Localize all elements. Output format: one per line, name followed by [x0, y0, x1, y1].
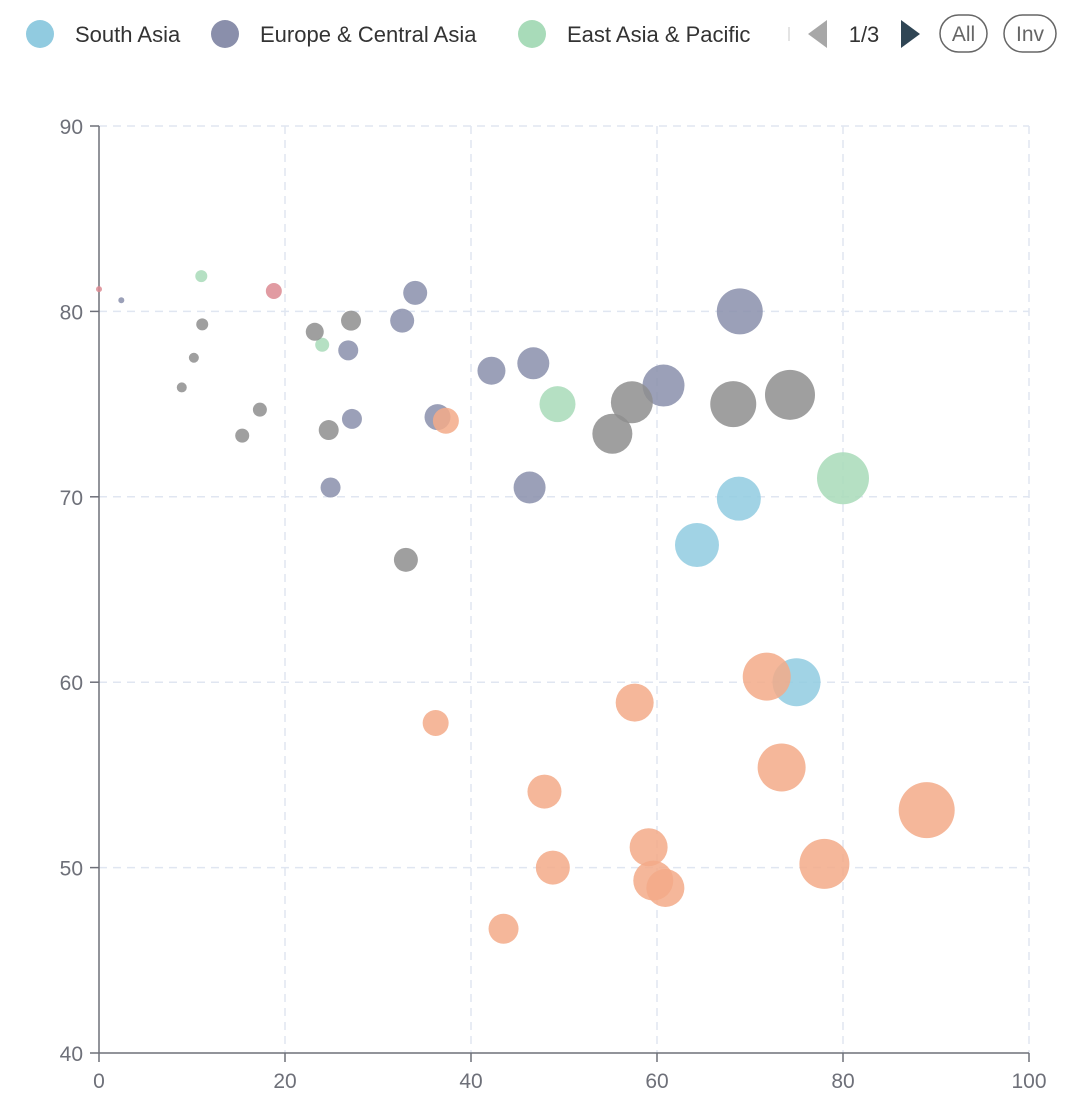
data-bubble[interactable] [403, 280, 428, 305]
data-bubble[interactable] [799, 838, 850, 889]
invert-selection-button-outline [1003, 14, 1057, 53]
series-group [96, 283, 282, 300]
legend-marker [211, 20, 239, 48]
data-bubble[interactable] [305, 322, 324, 341]
x-tick-label: 100 [1011, 1070, 1046, 1093]
legend-item-south-asia[interactable]: South Asia [26, 20, 181, 48]
series-group [118, 280, 763, 504]
y-tick-label: 60 [60, 672, 83, 695]
legend-marker [26, 20, 54, 48]
data-bubble[interactable] [615, 683, 654, 722]
data-bubble[interactable] [629, 828, 668, 867]
data-bubble[interactable] [710, 381, 757, 428]
data-bubble[interactable] [341, 310, 362, 331]
data-bubble[interactable] [527, 774, 562, 809]
data-bubble[interactable] [517, 347, 550, 380]
bubble-layer [96, 270, 955, 944]
y-tick-label: 70 [60, 487, 83, 510]
data-bubble[interactable] [716, 476, 761, 521]
data-bubble[interactable] [432, 407, 459, 434]
invert-selection-button[interactable]: Inv [1003, 14, 1057, 53]
data-bubble[interactable] [674, 523, 719, 568]
legend-item-europe-central-asia[interactable]: Europe & Central Asia [211, 20, 477, 48]
select-all-button-outline [939, 14, 988, 53]
chart-grid [99, 125, 1030, 1053]
data-bubble[interactable] [757, 743, 806, 792]
data-bubble[interactable] [764, 369, 815, 420]
data-bubble[interactable] [592, 413, 633, 454]
data-bubble[interactable] [235, 428, 250, 443]
legend-label: South Asia [75, 22, 181, 47]
data-bubble[interactable] [716, 288, 763, 335]
data-bubble[interactable] [265, 283, 282, 300]
y-tick-label: 40 [60, 1043, 83, 1066]
legend: South Asia Europe & Central Asia East As… [26, 14, 1057, 53]
series-group [176, 310, 815, 572]
y-tick-label: 50 [60, 858, 83, 881]
data-bubble[interactable] [320, 477, 341, 498]
next-page-icon[interactable] [901, 20, 920, 48]
legend-label: Europe & Central Asia [260, 22, 477, 47]
data-bubble[interactable] [338, 340, 359, 361]
select-all-button-label: All [952, 23, 975, 46]
data-bubble[interactable] [513, 471, 546, 504]
data-bubble[interactable] [610, 381, 653, 424]
series-group [422, 407, 955, 944]
chart-axes: 0 20 40 60 80 100 40 50 60 70 80 90 [60, 116, 1047, 1093]
legend-page-indicator: 1/3 [849, 22, 880, 47]
series-group [195, 270, 869, 505]
data-bubble[interactable] [898, 782, 955, 839]
data-bubble[interactable] [188, 352, 199, 363]
x-tick-label: 80 [831, 1070, 854, 1093]
data-bubble[interactable] [488, 913, 519, 944]
data-bubble[interactable] [96, 286, 102, 293]
data-bubble[interactable] [393, 547, 418, 572]
data-bubble[interactable] [646, 868, 685, 907]
data-bubble[interactable] [252, 402, 267, 417]
data-bubble[interactable] [318, 420, 339, 441]
x-tick-label: 20 [273, 1070, 296, 1093]
data-bubble[interactable] [390, 308, 415, 333]
data-bubble[interactable] [535, 850, 570, 885]
data-bubble[interactable] [341, 408, 362, 429]
data-bubble[interactable] [195, 270, 208, 283]
data-bubble[interactable] [315, 337, 330, 352]
x-tick-label: 40 [459, 1070, 482, 1093]
x-tick-label: 60 [645, 1070, 668, 1093]
x-tick-label: 0 [93, 1070, 105, 1093]
legend-item-east-asia-pacific[interactable]: East Asia & Pacific [518, 20, 750, 48]
legend-label: East Asia & Pacific [567, 22, 750, 47]
data-bubble[interactable] [817, 452, 869, 505]
invert-selection-button-label: Inv [1016, 23, 1045, 46]
data-bubble[interactable] [196, 318, 209, 331]
data-bubble[interactable] [477, 356, 506, 385]
data-bubble[interactable] [539, 386, 576, 423]
data-bubble[interactable] [176, 382, 187, 393]
y-tick-label: 80 [60, 301, 83, 324]
data-bubble[interactable] [742, 652, 791, 701]
y-tick-label: 90 [60, 116, 83, 139]
prev-page-icon[interactable] [808, 20, 827, 48]
select-all-button[interactable]: All [939, 14, 988, 53]
data-bubble[interactable] [642, 364, 685, 407]
data-bubble[interactable] [118, 297, 125, 304]
data-bubble[interactable] [422, 709, 449, 736]
legend-marker [518, 20, 546, 48]
